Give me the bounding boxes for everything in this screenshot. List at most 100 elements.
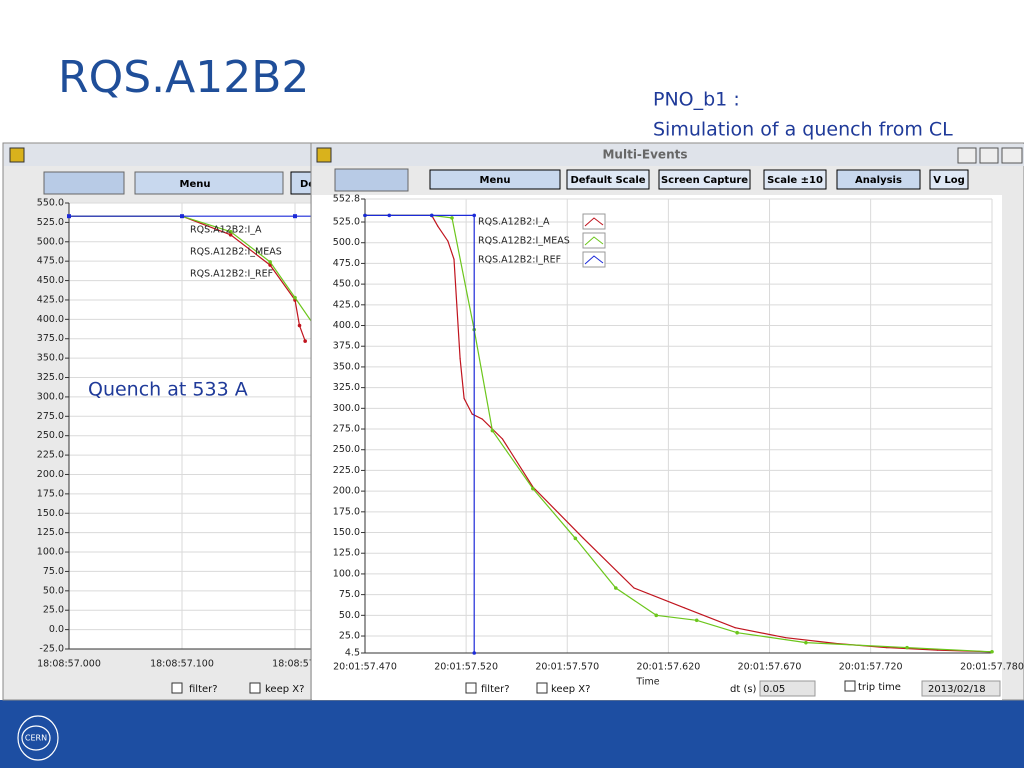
x-tick-label: 20:01:57.470 [333, 662, 397, 673]
svg-text:CERN: CERN [25, 734, 47, 743]
y-tick-label: 50.0 [339, 610, 360, 621]
marker [453, 258, 455, 260]
y-tick-label: 300.0 [37, 391, 64, 402]
y-tick-label: 300.0 [333, 403, 360, 414]
button[interactable] [658, 169, 751, 190]
y-tick-label: 375.0 [333, 341, 360, 352]
close-button[interactable] [1001, 147, 1023, 164]
cern-logo: CERN [17, 715, 59, 761]
note: Simulation of a quench from CL [653, 119, 953, 141]
button-label: Scale ±10 [767, 175, 823, 186]
x-tick-label: 20:01:57.670 [738, 662, 802, 673]
marker [734, 627, 736, 629]
date-field[interactable] [921, 680, 1001, 697]
y-tick-label: 275.0 [37, 411, 64, 422]
y-tick-label: 75.0 [339, 589, 360, 600]
checkbox-label: keep X? [265, 684, 304, 695]
marker [804, 640, 808, 645]
checkbox[interactable] [171, 682, 183, 694]
slide-title: RQS.A12B2 [58, 52, 309, 103]
dt-field[interactable] [759, 680, 816, 697]
y-tick-label: 200.0 [333, 486, 360, 497]
dt-value: 0.05 [763, 684, 785, 695]
marker [463, 397, 465, 399]
y-tick-label: 100.0 [37, 547, 64, 558]
checkbox[interactable] [844, 680, 856, 692]
button[interactable] [429, 169, 561, 190]
marker [614, 586, 618, 590]
x-tick-label: 20:01:57.780 [960, 662, 1024, 673]
legend-label: RQS.A12B2:I_REF [190, 269, 273, 280]
tool-palette[interactable] [43, 171, 125, 195]
plot [363, 213, 994, 655]
marker [297, 323, 302, 328]
button[interactable] [763, 169, 827, 190]
marker [293, 295, 297, 300]
marker [490, 428, 495, 433]
legend-swatch [582, 232, 606, 249]
marker [472, 213, 477, 218]
marker [67, 214, 71, 219]
series-line [365, 214, 993, 653]
legend-swatch [582, 213, 606, 230]
minimize-button[interactable] [957, 147, 977, 164]
y-tick-label: 225.0 [333, 465, 360, 476]
tool-palette[interactable] [334, 168, 409, 192]
legend-line [584, 255, 604, 265]
button-label: Menu [180, 179, 211, 190]
marker [654, 613, 659, 618]
marker [694, 618, 699, 623]
y-tick-label: 500.0 [333, 237, 360, 248]
checkbox[interactable] [536, 682, 548, 694]
maximize-button[interactable] [979, 147, 999, 164]
checkbox[interactable] [249, 682, 261, 694]
legend-line [584, 217, 604, 227]
chart-front: 552.8 525.0 500.0 475.0 450.0 425.0 400.0 375.0… [333, 194, 1024, 688]
series-line [365, 214, 993, 653]
marker [683, 607, 686, 609]
checkbox-label: keep X? [551, 684, 590, 695]
y-tick-label: 200.0 [37, 469, 64, 480]
y-tick-label: 225.0 [37, 450, 64, 461]
y-tick-label: 500.0 [37, 236, 64, 247]
y-tick-label: 250.0 [333, 444, 360, 455]
y-tick-label: 125.0 [333, 548, 360, 559]
note: PNO_b1 : [653, 89, 740, 111]
marker [633, 587, 635, 589]
y-tick-label: 375.0 [37, 333, 64, 344]
y-tick-label: 250.0 [37, 430, 64, 441]
checkbox-label: filter? [481, 684, 510, 695]
button[interactable] [836, 169, 921, 190]
y-tick-label: -25.0 [39, 644, 64, 655]
marker [735, 630, 739, 635]
y-tick-label: 125.0 [37, 527, 64, 538]
checkbox-label: trip time [858, 682, 901, 693]
y-tick-label: 50.0 [43, 585, 64, 596]
checkbox[interactable] [465, 682, 477, 694]
legend-swatch [582, 251, 606, 268]
button-label: Analysis [855, 175, 902, 186]
y-tick-label: 75.0 [43, 566, 64, 577]
x-tick-label: 20:01:57.720 [839, 662, 903, 673]
window-title: Multi-Events [602, 148, 687, 162]
y-tick-label: 550.0 [37, 198, 64, 209]
y-tick-label: 400.0 [37, 314, 64, 325]
marker [472, 651, 477, 655]
x-axis-label: Time [635, 677, 659, 688]
footer-band [0, 700, 1024, 768]
y-tick-label: 150.0 [37, 508, 64, 519]
legend-label: RQS.A12B2:I_MEAS [478, 236, 570, 247]
menu-button[interactable] [134, 171, 284, 195]
button-label: V Log [933, 175, 965, 186]
y-tick-label: 525.0 [333, 217, 360, 228]
marker [450, 216, 454, 220]
button[interactable] [929, 169, 969, 190]
button-label: Default Scale [570, 175, 645, 186]
title-bar [312, 144, 1024, 166]
y-tick-label: 275.0 [333, 424, 360, 435]
button[interactable] [566, 169, 650, 190]
x-tick-label: 20:01:57.620 [636, 662, 700, 673]
marker [437, 225, 439, 227]
